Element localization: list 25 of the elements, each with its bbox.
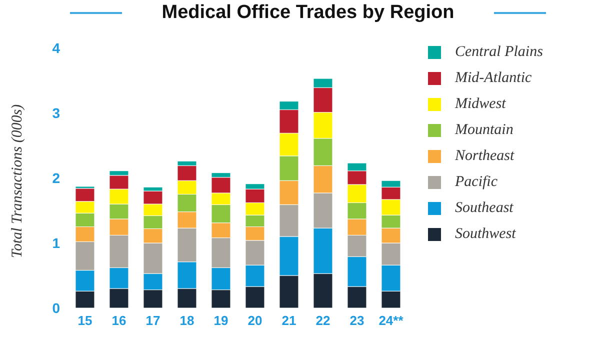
- x-tick-label: 15: [78, 313, 92, 328]
- x-tick-label: 24**: [378, 313, 404, 328]
- x-tick-label: 16: [112, 313, 126, 328]
- y-tick-label: 2: [52, 170, 60, 186]
- legend-label: Mid-Atlantic: [455, 70, 532, 87]
- legend-label: Central Plains: [455, 44, 543, 61]
- y-tick-label: 4: [52, 40, 60, 56]
- x-tick-label: 17: [146, 313, 160, 328]
- legend-label: Southeast: [455, 200, 514, 217]
- y-tick-label: 3: [52, 104, 60, 121]
- x-tick-label: 22: [316, 313, 330, 328]
- x-tick-label: 23: [350, 313, 364, 328]
- y-tick-label: 1: [52, 234, 60, 251]
- y-axis-title: Total Transactions (000s): [9, 104, 26, 258]
- x-tick-label: 19: [214, 313, 228, 328]
- chart-title: Medical Office Trades by Region: [162, 2, 454, 24]
- legend-label: Midwest: [455, 96, 506, 113]
- legend-label: Mountain: [455, 122, 514, 139]
- x-tick-label: 21: [282, 313, 296, 328]
- x-tick-label: 18: [180, 313, 194, 328]
- legend-label: Northeast: [455, 148, 514, 165]
- legend-label: Southwest: [455, 226, 516, 243]
- y-tick-label: 0: [52, 300, 60, 316]
- x-tick-label: 20: [248, 313, 262, 328]
- legend-label: Pacific: [455, 174, 498, 191]
